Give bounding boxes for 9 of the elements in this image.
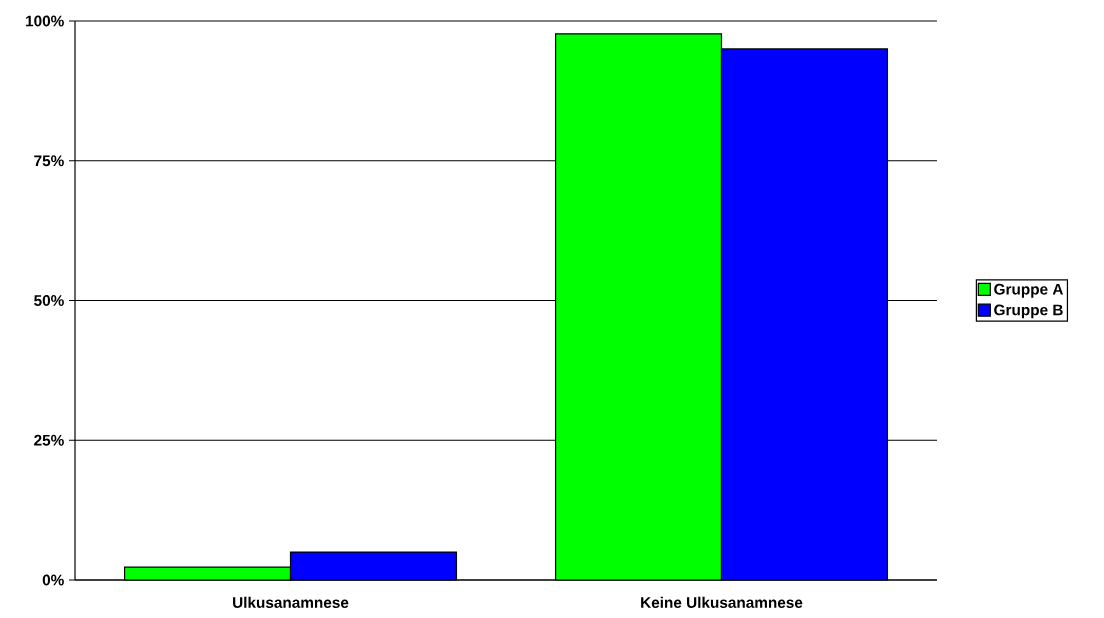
y-tick-label: 75% [34,155,64,167]
legend-label: Gruppe B [994,304,1063,319]
y-tick-label: 0% [42,574,64,586]
y-tick-label: 100% [26,15,64,27]
legend-label: Gruppe A [994,283,1064,298]
y-tick-label: 25% [34,434,64,446]
x-tick-label: Keine Ulkusanamnese [641,596,803,608]
y-tick-label: 50% [34,295,64,306]
x-tick-label: Ulkusanamnese [233,596,349,608]
